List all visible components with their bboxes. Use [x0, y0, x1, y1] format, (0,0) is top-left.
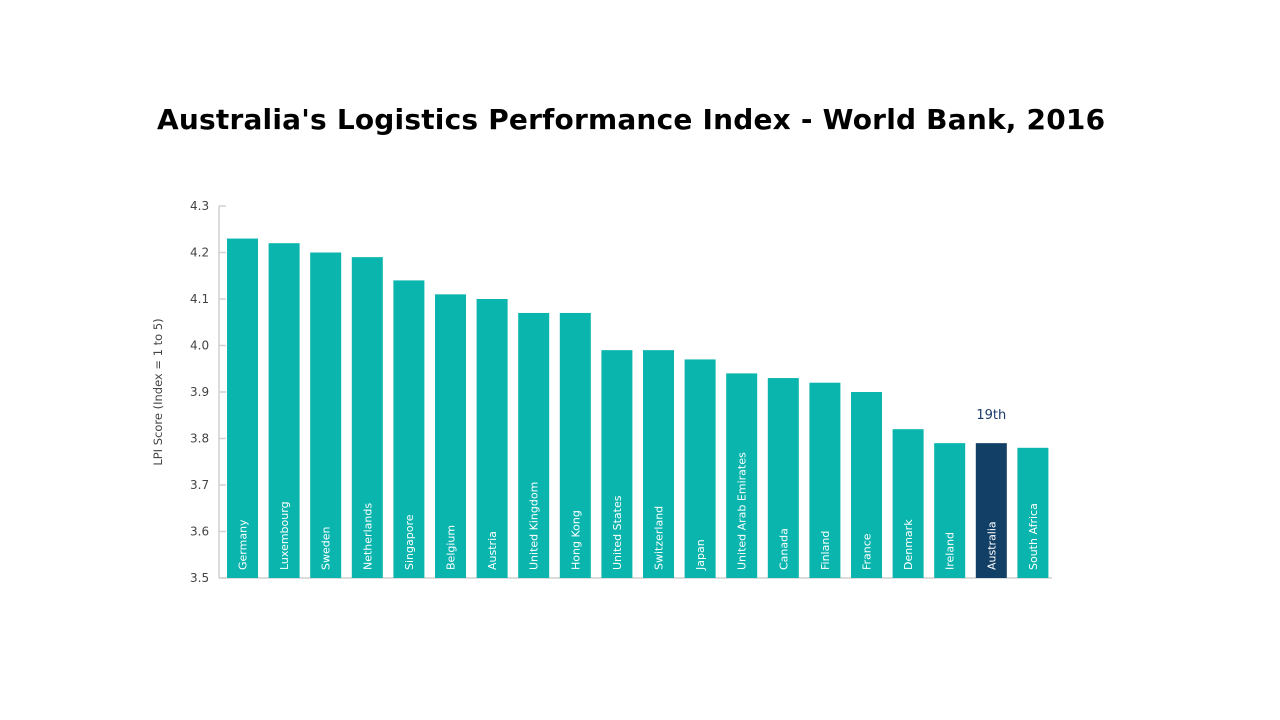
- bar-canada: [767, 378, 799, 578]
- category-label: United Kingdom: [528, 482, 541, 570]
- bar-japan: [684, 359, 716, 578]
- bar-belgium: [435, 294, 466, 578]
- category-label: Belgium: [445, 525, 458, 570]
- bar-singapore: [393, 280, 425, 578]
- category-label: Sweden: [320, 527, 333, 570]
- y-tick-label: 3.6: [190, 525, 209, 539]
- y-tick-label: 3.5: [190, 571, 209, 585]
- category-label: Hong Kong: [569, 510, 582, 570]
- category-label: Austria: [486, 531, 499, 570]
- y-axis-label: LPI Score (Index = 1 to 5): [151, 318, 165, 465]
- category-label: South Africa: [1027, 503, 1040, 570]
- y-tick-label: 3.8: [190, 432, 209, 446]
- bar-ireland: [934, 443, 966, 578]
- bar-hong-kong: [559, 312, 591, 578]
- category-label: Switzerland: [653, 506, 666, 570]
- category-label: Finland: [819, 531, 832, 570]
- rank-annotation: 19th: [976, 408, 1006, 423]
- bar-australia: [975, 443, 1007, 578]
- category-label: Luxembourg: [278, 501, 291, 570]
- category-label: United Arab Emirates: [736, 452, 749, 570]
- category-label: Ireland: [944, 532, 957, 570]
- bar-united-arab-emirates: [726, 373, 758, 578]
- category-label: Denmark: [902, 519, 915, 570]
- y-tick-label: 4.0: [190, 339, 209, 353]
- category-label: United States: [611, 495, 624, 570]
- bar-south-africa: [1017, 447, 1049, 578]
- category-label: Singapore: [403, 514, 416, 570]
- y-tick-label: 3.7: [190, 478, 209, 492]
- y-tick-label: 3.9: [190, 385, 209, 399]
- bar-united-kingdom: [518, 312, 550, 578]
- bar-luxembourg: [268, 243, 300, 578]
- bar-netherlands: [351, 257, 383, 578]
- category-label: Germany: [237, 519, 250, 570]
- category-label: France: [861, 533, 874, 570]
- bar-finland: [809, 382, 841, 578]
- chart-labels: Germany Luxembourg Sweden Netherlands Singap…: [237, 408, 1040, 571]
- y-tick-label: 4.1: [190, 292, 209, 306]
- bar-france: [851, 392, 882, 578]
- category-label: Japan: [694, 539, 707, 571]
- bar-sweden: [310, 252, 342, 578]
- bar-united-states: [601, 350, 633, 578]
- bar-germany: [227, 238, 258, 579]
- y-tick-label: 4.3: [190, 199, 209, 213]
- chart-title: Australia's Logistics Performance Index …: [157, 103, 1106, 136]
- category-label: Netherlands: [361, 503, 374, 570]
- bar-austria: [476, 299, 508, 578]
- bar-switzerland: [643, 350, 674, 578]
- category-label: Canada: [777, 528, 790, 570]
- category-label: Australia: [985, 521, 998, 570]
- bar-denmark: [892, 429, 924, 578]
- y-tick-label: 4.2: [190, 246, 209, 260]
- chart-bars: [227, 238, 1049, 579]
